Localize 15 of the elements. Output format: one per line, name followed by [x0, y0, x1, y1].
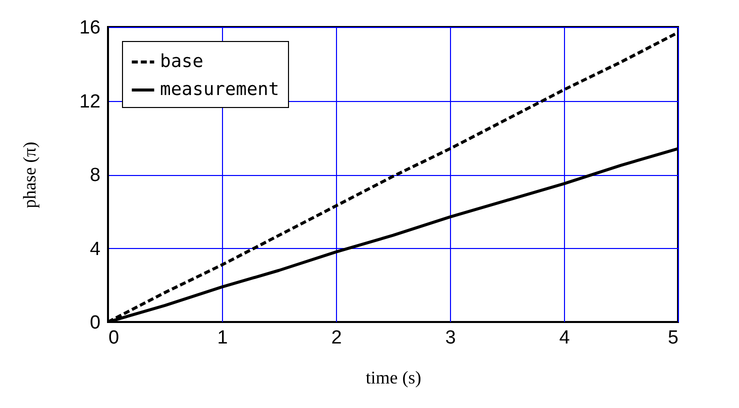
x-tick-label: 1	[217, 328, 228, 348]
x-tick-label: 2	[331, 328, 342, 348]
x-tick-label: 5	[668, 328, 678, 348]
y-tick-label: 12	[79, 91, 100, 112]
x-tick-label: 3	[445, 328, 456, 348]
x-tick-label: 0	[108, 328, 120, 348]
y-tick-label: 0	[90, 312, 100, 334]
x-axis-title: time (s)	[366, 368, 422, 388]
y-axis-title: phase (π)	[19, 142, 40, 208]
legend-label: measurement	[160, 79, 280, 100]
y-tick-label: 16	[79, 18, 100, 38]
x-tick-label: 4	[559, 328, 570, 348]
legend-label: base	[160, 51, 204, 72]
y-tick-label: 8	[90, 165, 100, 186]
y-tick-label: 4	[90, 238, 101, 260]
